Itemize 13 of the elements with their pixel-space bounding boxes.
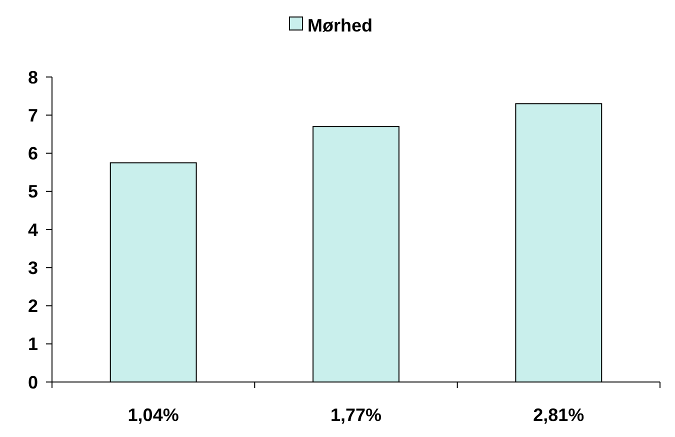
- x-tick-label: 1,77%: [330, 405, 382, 425]
- y-tick-label: 6: [28, 144, 38, 164]
- y-tick-label: 5: [28, 182, 38, 202]
- y-tick-label: 3: [28, 258, 38, 278]
- y-tick-label: 8: [28, 67, 38, 88]
- y-tick-label: 2: [28, 296, 38, 316]
- y-tick-label: 1: [28, 334, 38, 354]
- x-tick-label: 1,04%: [128, 405, 179, 425]
- y-tick-label: 7: [28, 105, 38, 126]
- y-tick-label: 0: [28, 372, 38, 392]
- legend-label: Mørhed: [308, 15, 372, 36]
- y-tick-label: 4: [28, 220, 38, 240]
- x-tick-label: 2,81%: [533, 405, 584, 425]
